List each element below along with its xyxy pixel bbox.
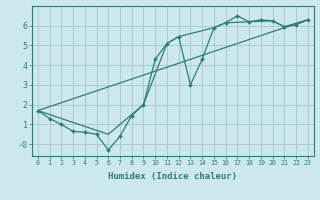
X-axis label: Humidex (Indice chaleur): Humidex (Indice chaleur) — [108, 172, 237, 181]
